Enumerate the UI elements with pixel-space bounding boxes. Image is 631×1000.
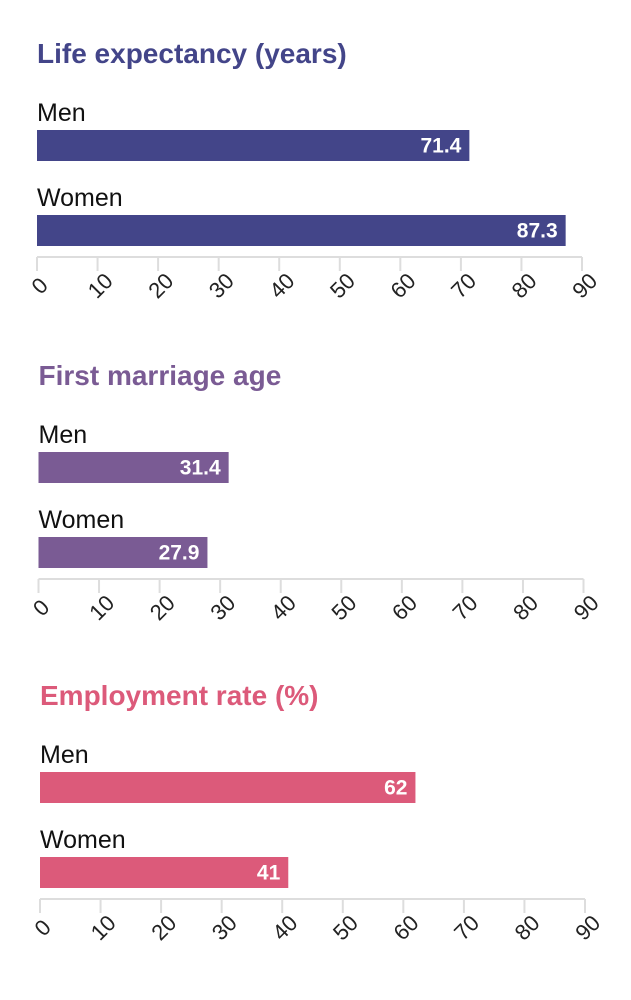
chart-2-tick-label: 50 — [326, 590, 361, 625]
chart-2-bar — [38, 452, 229, 483]
chart-2-bar-value-label: 31.4 — [180, 457, 221, 480]
chart-2-tick-label: 90 — [569, 590, 604, 625]
chart-2-tick-label: 30 — [205, 590, 240, 625]
chart-2-bar-value-label: 27.9 — [159, 542, 200, 565]
chart-2-tick-label: 70 — [448, 590, 483, 625]
chart-3-category-label: Men — [40, 741, 89, 769]
chart-3-bar — [40, 772, 416, 803]
chart-3-tick-label: 20 — [146, 910, 181, 945]
chart-3-tick-label: 60 — [389, 910, 424, 945]
chart-2-tick-label: 10 — [84, 590, 119, 625]
chart-1-bar — [37, 130, 470, 161]
chart-1-bar — [37, 215, 566, 246]
chart-1-title: Life expectancy (years) — [37, 38, 347, 69]
chart-2-category-label: Men — [39, 421, 88, 449]
chart-3-tick-label: 0 — [30, 915, 56, 941]
chart-1-category-label: Men — [37, 99, 86, 127]
chart-2-tick-label: 60 — [387, 590, 422, 625]
chart-2-bar — [38, 537, 208, 568]
chart-1-tick-label: 50 — [325, 268, 360, 303]
chart-2-tick-label: 20 — [145, 590, 180, 625]
chart-2-category-label: Women — [39, 506, 125, 534]
chart-3-title: Employment rate (%) — [40, 680, 319, 711]
chart-3-tick-label: 10 — [86, 910, 121, 945]
chart-1-tick-label: 40 — [264, 268, 299, 303]
chart-1-bar-value-label: 71.4 — [420, 135, 461, 158]
chart-1-tick-label: 10 — [83, 268, 118, 303]
chart-3-bar-value-label: 62 — [384, 777, 407, 800]
chart-2-tick-label: 80 — [508, 590, 543, 625]
chart-3-bar-value-label: 41 — [257, 862, 281, 885]
chart-3-tick-label: 90 — [570, 910, 605, 945]
chart-2-title: First marriage age — [39, 360, 282, 391]
chart-2-tick-label: 40 — [266, 590, 301, 625]
chart-3-bar — [40, 857, 289, 888]
chart-1-tick-label: 80 — [507, 268, 542, 303]
chart-3-tick-label: 70 — [449, 910, 484, 945]
chart-1-tick-label: 70 — [446, 268, 481, 303]
chart-3-tick-label: 50 — [328, 910, 363, 945]
chart-1-tick-label: 30 — [204, 268, 239, 303]
chart-3-category-label: Women — [40, 826, 126, 854]
chart-1-tick-label: 60 — [386, 268, 421, 303]
chart-1-tick-label: 0 — [27, 273, 53, 299]
chart-2-tick-label: 0 — [28, 595, 54, 621]
chart-3-tick-label: 80 — [510, 910, 545, 945]
chart-1-category-label: Women — [37, 184, 123, 212]
chart-1-tick-label: 90 — [567, 268, 602, 303]
chart-1-bar-value-label: 87.3 — [517, 220, 558, 243]
chart-3-tick-label: 40 — [267, 910, 302, 945]
chart-1-tick-label: 20 — [143, 268, 178, 303]
chart-3-tick-label: 30 — [207, 910, 242, 945]
